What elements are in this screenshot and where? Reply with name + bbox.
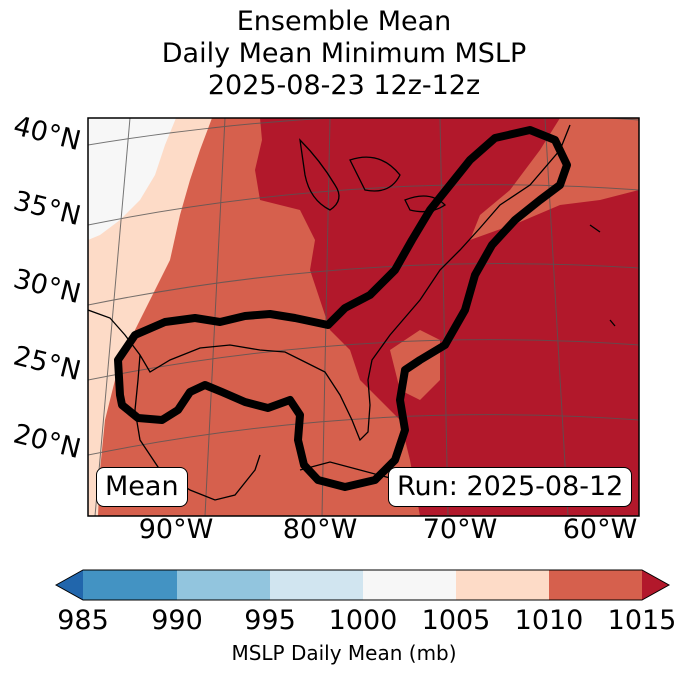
colorbar-tick-1005: 1005 xyxy=(421,605,491,636)
title-line-3: 2025-08-23 12z-12z xyxy=(207,70,481,101)
run-date-box: Run: 2025-08-12 xyxy=(388,467,633,507)
colorbar-seg-1010-1015 xyxy=(549,570,642,600)
graticule xyxy=(88,118,639,516)
colorbar-tick-995: 995 xyxy=(244,605,296,636)
colorbar-label: MSLP Daily Mean (mb) xyxy=(231,641,457,665)
field-1010-1015-east xyxy=(470,118,639,240)
colorbar-extend-low xyxy=(56,570,83,600)
lon-label-80w: 80°W xyxy=(282,514,358,545)
title-line-2: Daily Mean Minimum MSLP xyxy=(161,38,527,69)
colorbar xyxy=(54,569,671,601)
field-1000-1005 xyxy=(88,118,176,240)
colorbar-tick-1000: 1000 xyxy=(328,605,398,636)
colorbar-seg-1005-1010 xyxy=(456,570,549,600)
mean-box: Mean xyxy=(96,467,188,507)
title-line-1: Ensemble Mean xyxy=(236,6,452,37)
lon-label-90w: 90°W xyxy=(138,514,214,545)
colorbar-seg-985-990 xyxy=(83,570,177,600)
colorbar-seg-990-995 xyxy=(177,570,270,600)
colorbar-tick-1015: 1015 xyxy=(607,605,677,636)
colorbar-tick-985: 985 xyxy=(57,605,109,636)
colorbar-outline xyxy=(54,569,671,601)
lon-label-70w: 70°W xyxy=(422,514,498,545)
colorbar-extend-high xyxy=(642,570,669,600)
map-frame xyxy=(87,117,640,517)
lon-label-60w: 60°W xyxy=(562,514,638,545)
map-figure xyxy=(87,117,640,517)
colorbar-seg-995-1000 xyxy=(270,570,363,600)
colorbar-tick-1010: 1010 xyxy=(514,605,584,636)
probability-contour xyxy=(114,126,571,491)
colorbar-tick-990: 990 xyxy=(151,605,203,636)
colorbar-seg-1000-1005 xyxy=(363,570,456,600)
